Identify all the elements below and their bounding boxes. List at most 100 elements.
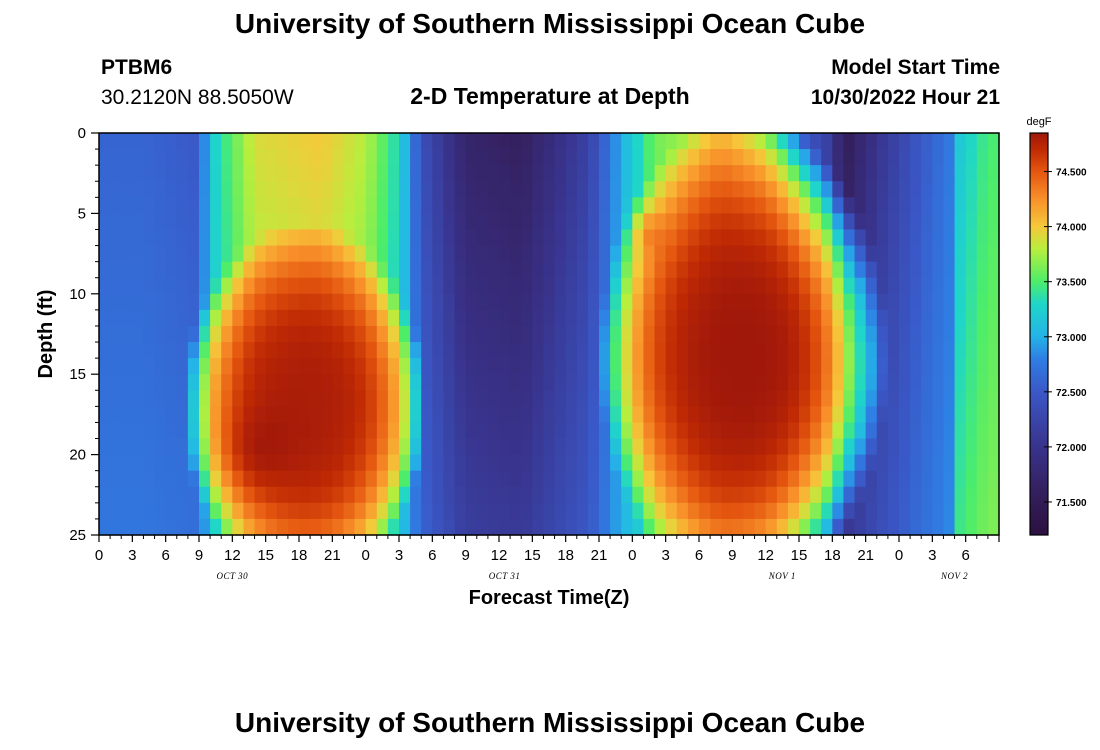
heatmap-cell [154,277,167,295]
heatmap-cell [321,245,333,263]
heatmap-cell [899,358,911,375]
heatmap-cell [699,197,711,214]
heatmap-cell [454,293,467,311]
heatmap-cell [676,374,689,391]
heatmap-cell [643,390,656,407]
heatmap-cell [421,277,433,295]
heatmap-cell [921,454,933,472]
heatmap-cell [343,518,356,536]
heatmap-cell [465,470,478,488]
heatmap-cell [754,229,767,247]
heatmap-cell [776,197,789,214]
heatmap-cell [832,470,845,488]
heatmap-cell [443,406,456,424]
heatmap-cell [399,486,411,504]
heatmap-cell [610,277,622,295]
heatmap-cell [687,518,700,536]
heatmap-cell [365,438,378,456]
heatmap-cell [154,502,167,520]
heatmap-cell [699,277,711,295]
heatmap-cell [154,197,167,214]
heatmap-cell [987,309,1000,327]
heatmap-cell [576,358,589,375]
heatmap-cell [732,374,745,391]
heatmap-cell [265,486,278,504]
heatmap-cell [665,165,678,182]
heatmap-cell [510,245,522,263]
heatmap-cell [487,374,500,391]
heatmap-cell [899,390,911,407]
heatmap-cell [787,502,800,520]
heatmap-cell [787,165,800,182]
heatmap-cell [932,502,945,520]
heatmap-cell [887,293,900,311]
heatmap-cell [765,261,778,279]
heatmap-cell [232,277,245,295]
heatmap-cell [510,181,522,198]
heatmap-cell [732,358,745,375]
x-tick-label: 18 [557,547,574,564]
heatmap-cell [132,245,145,263]
heatmap-cell [887,133,900,150]
heatmap-cell [821,277,833,295]
heatmap-cell [599,133,611,150]
heatmap-cell [543,438,556,456]
heatmap-cell [821,454,833,472]
heatmap-cell [876,374,889,391]
colorbar-unit: degF [1026,116,1051,128]
heatmap-cell [865,309,878,327]
heatmap-cell [976,374,989,391]
heatmap-cell [610,181,622,198]
heatmap-cell [243,518,256,536]
heatmap-cell [276,358,289,375]
heatmap-cell [765,390,778,407]
colorbar-ticks: 71.50072.00072.50073.00073.50074.00074.5… [1044,168,1087,509]
heatmap-cell [810,197,822,214]
x-tick-label: 21 [591,547,608,564]
heatmap-cell [365,470,378,488]
heatmap-cell [954,181,967,198]
heatmap-cell [732,518,745,536]
heatmap-cell [732,502,745,520]
heatmap-cell [465,406,478,424]
heatmap-cell [465,486,478,504]
heatmap-cell [843,422,856,440]
heatmap-cell [587,325,600,343]
heatmap-cell [232,293,245,311]
heatmap-cell [154,293,167,311]
heatmap-cell [332,342,345,359]
heatmap-cell [687,261,700,279]
heatmap-cell [765,342,778,359]
heatmap-cell [610,293,622,311]
heatmap-cell [943,325,956,343]
heatmap-cell [565,470,578,488]
heatmap-cell [765,518,778,536]
heatmap-cell [799,390,811,407]
heatmap-cell [343,229,356,247]
heatmap-cell [476,309,489,327]
heatmap-cell [899,502,911,520]
heatmap-cell [365,342,378,359]
heatmap-cell [410,470,422,488]
heatmap-cell [165,470,178,488]
heatmap-cell [632,133,645,150]
heatmap-cell [776,454,789,472]
heatmap-cell [499,245,511,263]
heatmap-cell [621,518,633,536]
heatmap-cell [643,133,656,150]
heatmap-cell [487,197,500,214]
heatmap-cell [243,277,256,295]
heatmap-cell [543,261,556,279]
heatmap-cell [732,438,745,456]
heatmap-cell [654,261,667,279]
heatmap-cell [476,229,489,247]
heatmap-cell [487,261,500,279]
heatmap-cell [899,422,911,440]
heatmap-cell [632,406,645,424]
heatmap-cell [232,470,245,488]
heatmap-cell [510,342,522,359]
heatmap-cell [443,213,456,231]
heatmap-cell [187,374,200,391]
heatmap-cell [210,133,222,150]
heatmap-cell [199,165,211,182]
